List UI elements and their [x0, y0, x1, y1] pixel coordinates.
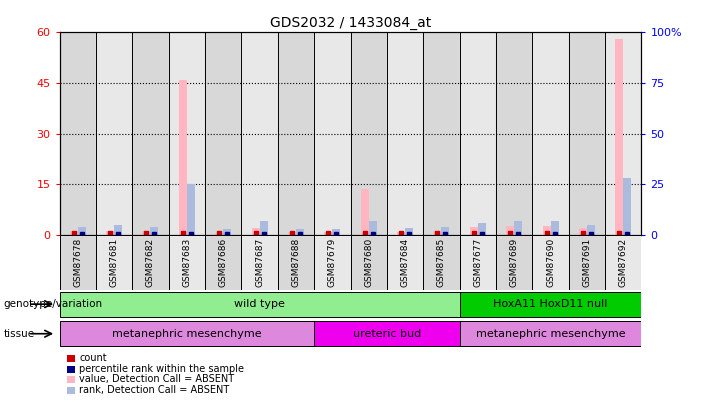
Text: rank, Detection Call = ABSENT: rank, Detection Call = ABSENT [79, 385, 229, 395]
Bar [169, 32, 205, 235]
Bar [460, 321, 641, 346]
Text: GSM87689: GSM87689 [510, 238, 519, 287]
Bar [151, 227, 158, 235]
Text: GSM87688: GSM87688 [292, 238, 301, 287]
Text: wild type: wild type [234, 299, 285, 309]
Bar [223, 229, 231, 235]
Text: ureteric bud: ureteric bud [353, 329, 421, 339]
Bar [423, 32, 460, 235]
Bar [241, 32, 278, 235]
Text: GSM87682: GSM87682 [146, 238, 155, 287]
Bar [296, 229, 304, 235]
Bar [259, 221, 268, 235]
Bar [187, 184, 195, 235]
Text: GSM87690: GSM87690 [546, 238, 555, 287]
Bar [460, 235, 496, 290]
Bar [460, 292, 641, 317]
Text: GSM87684: GSM87684 [400, 238, 409, 287]
Text: GSM87687: GSM87687 [255, 238, 264, 287]
Bar [496, 235, 532, 290]
Text: GSM87683: GSM87683 [182, 238, 191, 287]
Text: tissue: tissue [4, 329, 34, 339]
Bar [60, 292, 460, 317]
Bar [70, 231, 78, 235]
Bar [423, 235, 460, 290]
Bar [60, 32, 96, 235]
Bar [532, 235, 569, 290]
Bar [369, 221, 376, 235]
Bar [387, 32, 423, 235]
Bar [314, 235, 350, 290]
Bar [278, 32, 314, 235]
Text: GSM87681: GSM87681 [109, 238, 118, 287]
Bar [325, 232, 332, 235]
Bar [605, 235, 641, 290]
Bar [96, 32, 132, 235]
Bar [361, 190, 369, 235]
Bar [205, 235, 241, 290]
Bar [252, 228, 259, 235]
Bar [278, 235, 314, 290]
Bar [60, 321, 314, 346]
Text: GSM87685: GSM87685 [437, 238, 446, 287]
Bar [142, 231, 151, 235]
Text: metanephric mesenchyme: metanephric mesenchyme [476, 329, 625, 339]
Text: GSM87678: GSM87678 [74, 238, 82, 287]
Bar [78, 227, 86, 235]
Bar [114, 225, 122, 235]
Bar [442, 227, 449, 235]
Text: GSM87692: GSM87692 [619, 238, 627, 287]
Bar [532, 32, 569, 235]
Bar [579, 228, 587, 235]
Bar [205, 32, 241, 235]
Bar [314, 32, 350, 235]
Bar [496, 32, 532, 235]
Bar [460, 32, 496, 235]
Text: genotype/variation: genotype/variation [4, 299, 102, 309]
Bar [569, 235, 605, 290]
Bar [96, 235, 132, 290]
Bar [506, 226, 514, 235]
Bar [470, 228, 478, 235]
Text: GSM87686: GSM87686 [219, 238, 228, 287]
Bar [397, 232, 405, 235]
Text: percentile rank within the sample: percentile rank within the sample [79, 364, 244, 374]
Text: HoxA11 HoxD11 null: HoxA11 HoxD11 null [494, 299, 608, 309]
Bar [350, 32, 387, 235]
Bar [106, 230, 114, 235]
Bar [215, 232, 223, 235]
Bar [132, 235, 169, 290]
Bar [179, 80, 187, 235]
Bar [433, 231, 442, 235]
Bar [587, 225, 595, 235]
Text: count: count [79, 354, 107, 363]
Bar [132, 32, 169, 235]
Text: GSM87677: GSM87677 [473, 238, 482, 287]
Title: GDS2032 / 1433084_at: GDS2032 / 1433084_at [270, 16, 431, 30]
Bar [569, 32, 605, 235]
Text: GSM87691: GSM87691 [583, 238, 592, 287]
Bar [405, 228, 413, 235]
Bar [350, 235, 387, 290]
Bar [543, 226, 550, 235]
Bar [332, 229, 340, 235]
Bar [615, 39, 623, 235]
Text: GSM87679: GSM87679 [328, 238, 336, 287]
Bar [169, 235, 205, 290]
Text: metanephric mesenchyme: metanephric mesenchyme [112, 329, 261, 339]
Text: GSM87680: GSM87680 [365, 238, 373, 287]
Bar [623, 178, 631, 235]
Text: value, Detection Call = ABSENT: value, Detection Call = ABSENT [79, 375, 234, 384]
Bar [387, 235, 423, 290]
Bar [605, 32, 641, 235]
Bar [288, 232, 296, 235]
Bar [314, 321, 460, 346]
Bar [514, 221, 522, 235]
Bar [550, 221, 559, 235]
Bar [478, 223, 486, 235]
Bar [241, 235, 278, 290]
Bar [60, 235, 96, 290]
